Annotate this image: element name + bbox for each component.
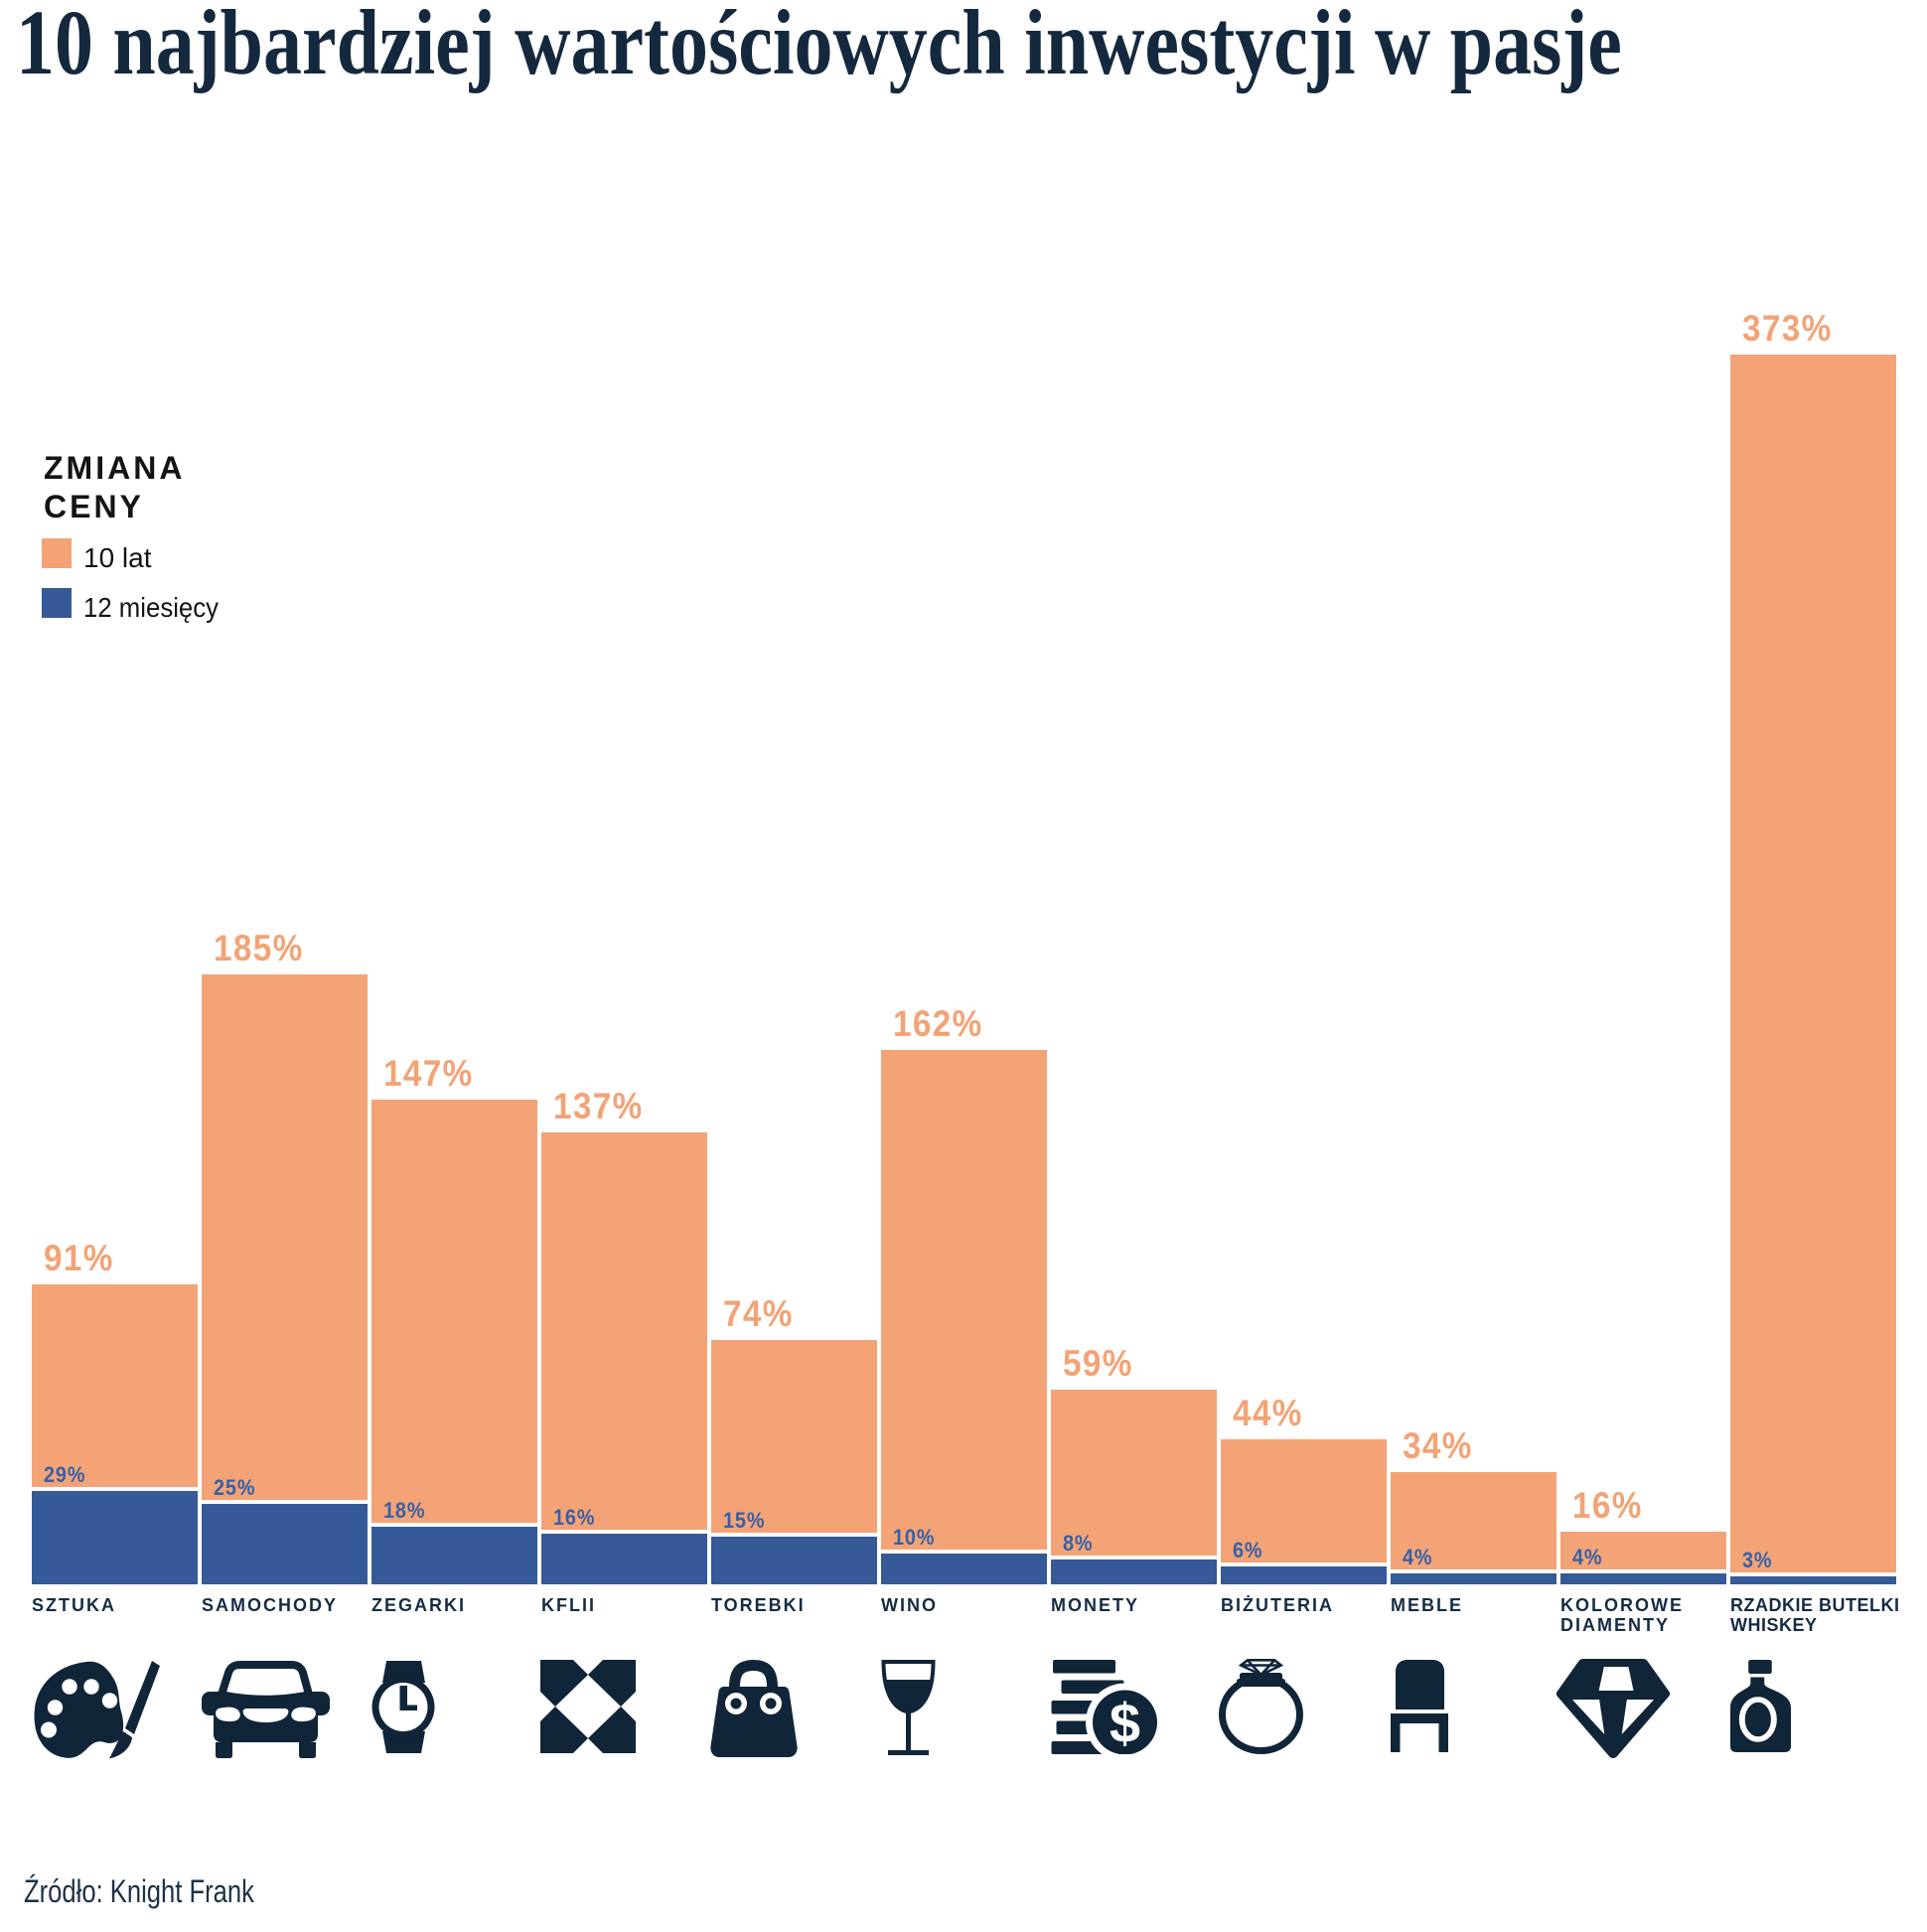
svg-text:$: $ [1110, 1692, 1140, 1754]
